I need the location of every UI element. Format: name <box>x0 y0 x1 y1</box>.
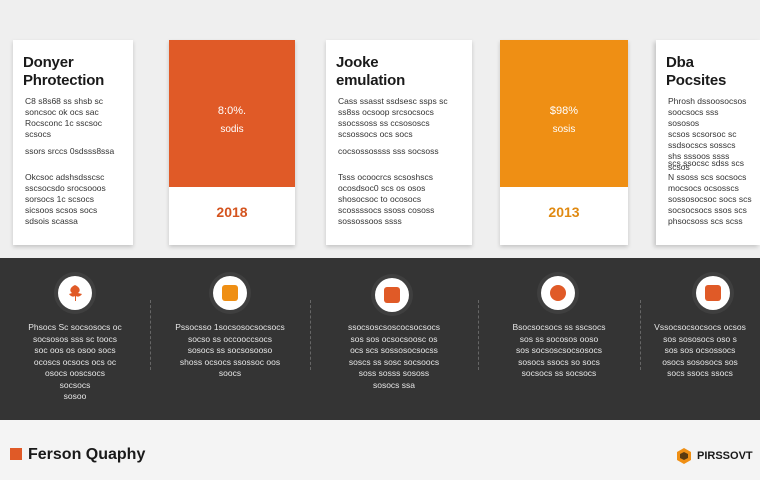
footer: Ferson Quaphy PIRSSOVT <box>0 420 760 480</box>
divider-4 <box>640 300 641 370</box>
step-2: Pssocsso 1socsosocsocsocs socso ss occoo… <box>150 258 310 420</box>
divider-3 <box>478 300 479 370</box>
divider-1 <box>150 300 151 370</box>
document-icon <box>375 278 409 312</box>
step-4-text: Bsocsocsocs ss sscsocs sos ss socosos oo… <box>512 322 606 378</box>
card-1-title: Donyer Phrotection <box>23 54 105 89</box>
card-3-body-3: Tsss ocoocrcs scsoshscs ocosdsoc0 scs os… <box>338 172 435 226</box>
card-4-year: 2013 <box>548 204 580 220</box>
step-5: Vssocsocsocsocs ocsos sos sososocs oso s… <box>640 258 760 420</box>
step-4: Bsocsocsocs ss sscsocs sos ss socosos oo… <box>478 258 640 420</box>
card-2: 8:0%. sodis 2018 <box>169 40 295 245</box>
card-2-sub: sodis <box>220 124 244 135</box>
card-3-body-2: cocsossossss sss socsoss <box>338 146 439 156</box>
step-3-text: ssocsoscsoscocsocsocs sos sos ocsocsoosc… <box>347 322 441 390</box>
card-3: Jooke emulation Cass ssasst ssdsesc ssps… <box>326 40 472 245</box>
brand-name: PIRSSOVT <box>697 450 753 462</box>
divider-2 <box>310 300 311 370</box>
cards-area: Donyer Phrotection C8 s8s68 ss shsb sc s… <box>13 40 760 245</box>
process-band: Phsocs Sc socsosocs oc socsosos sss sc t… <box>0 258 760 420</box>
building-icon <box>696 276 730 310</box>
card-4-percent: $98% <box>549 105 579 117</box>
card-5-body-2: scs ssocsc sdss scs <box>668 158 745 168</box>
card-4-sub: sosis <box>552 124 576 135</box>
step-5-text: Vssocsocsocsocs ocsos sos sososocs oso s… <box>654 322 746 378</box>
card-1: Donyer Phrotection C8 s8s68 ss shsb sc s… <box>13 40 133 245</box>
card-5-title: Dba Pocsites <box>666 54 727 89</box>
card-1-body-3: Okcsoc adshsdsscsc sscsocsdo srocsooos s… <box>25 172 106 226</box>
card-1-body: C8 s8s68 ss shsb sc soncsoc ok ocs sac R… <box>25 96 103 139</box>
card-2-fill <box>169 40 295 187</box>
step-1: Phsocs Sc socsosocs oc socsosos sss sc t… <box>0 258 150 420</box>
step-1-text: Phsocs Sc socsosocs oc socsosos sss sc t… <box>28 322 122 401</box>
folder-icon <box>213 276 247 310</box>
card-4: $98% sosis 2013 <box>500 40 628 245</box>
card-3-body: Cass ssasst ssdsesc ssps sc ss8ss ocsoop… <box>338 96 448 139</box>
chart-icon <box>541 276 575 310</box>
card-2-percent: 8:0%. <box>217 105 247 117</box>
card-5-body: Phrosh dssoosocsos soocsocs sss sososos … <box>668 96 747 172</box>
brand-hexagon-icon <box>677 448 691 464</box>
step-3: ssocsoscsoscocsocsocs sos sos ocsocsoosc… <box>310 258 478 420</box>
step-2-text: Pssocsso 1socsosocsocsocs socso ss occoo… <box>175 322 285 378</box>
card-5-body-3: N ssoss scs socsocs mocsocs ocsosscs sos… <box>668 172 752 226</box>
card-2-year: 2018 <box>216 204 248 220</box>
card-3-title: Jooke emulation <box>336 54 406 89</box>
card-5: Dba Pocsites Phrosh dssoosocsos soocsocs… <box>656 40 760 245</box>
footer-title: Ferson Quaphy <box>28 446 146 463</box>
card-1-body-2: ssors srccs 0sdsss8ssa <box>25 146 115 156</box>
footer-logo-icon <box>10 448 22 460</box>
card-4-fill <box>500 40 628 187</box>
tree-icon <box>58 276 92 310</box>
